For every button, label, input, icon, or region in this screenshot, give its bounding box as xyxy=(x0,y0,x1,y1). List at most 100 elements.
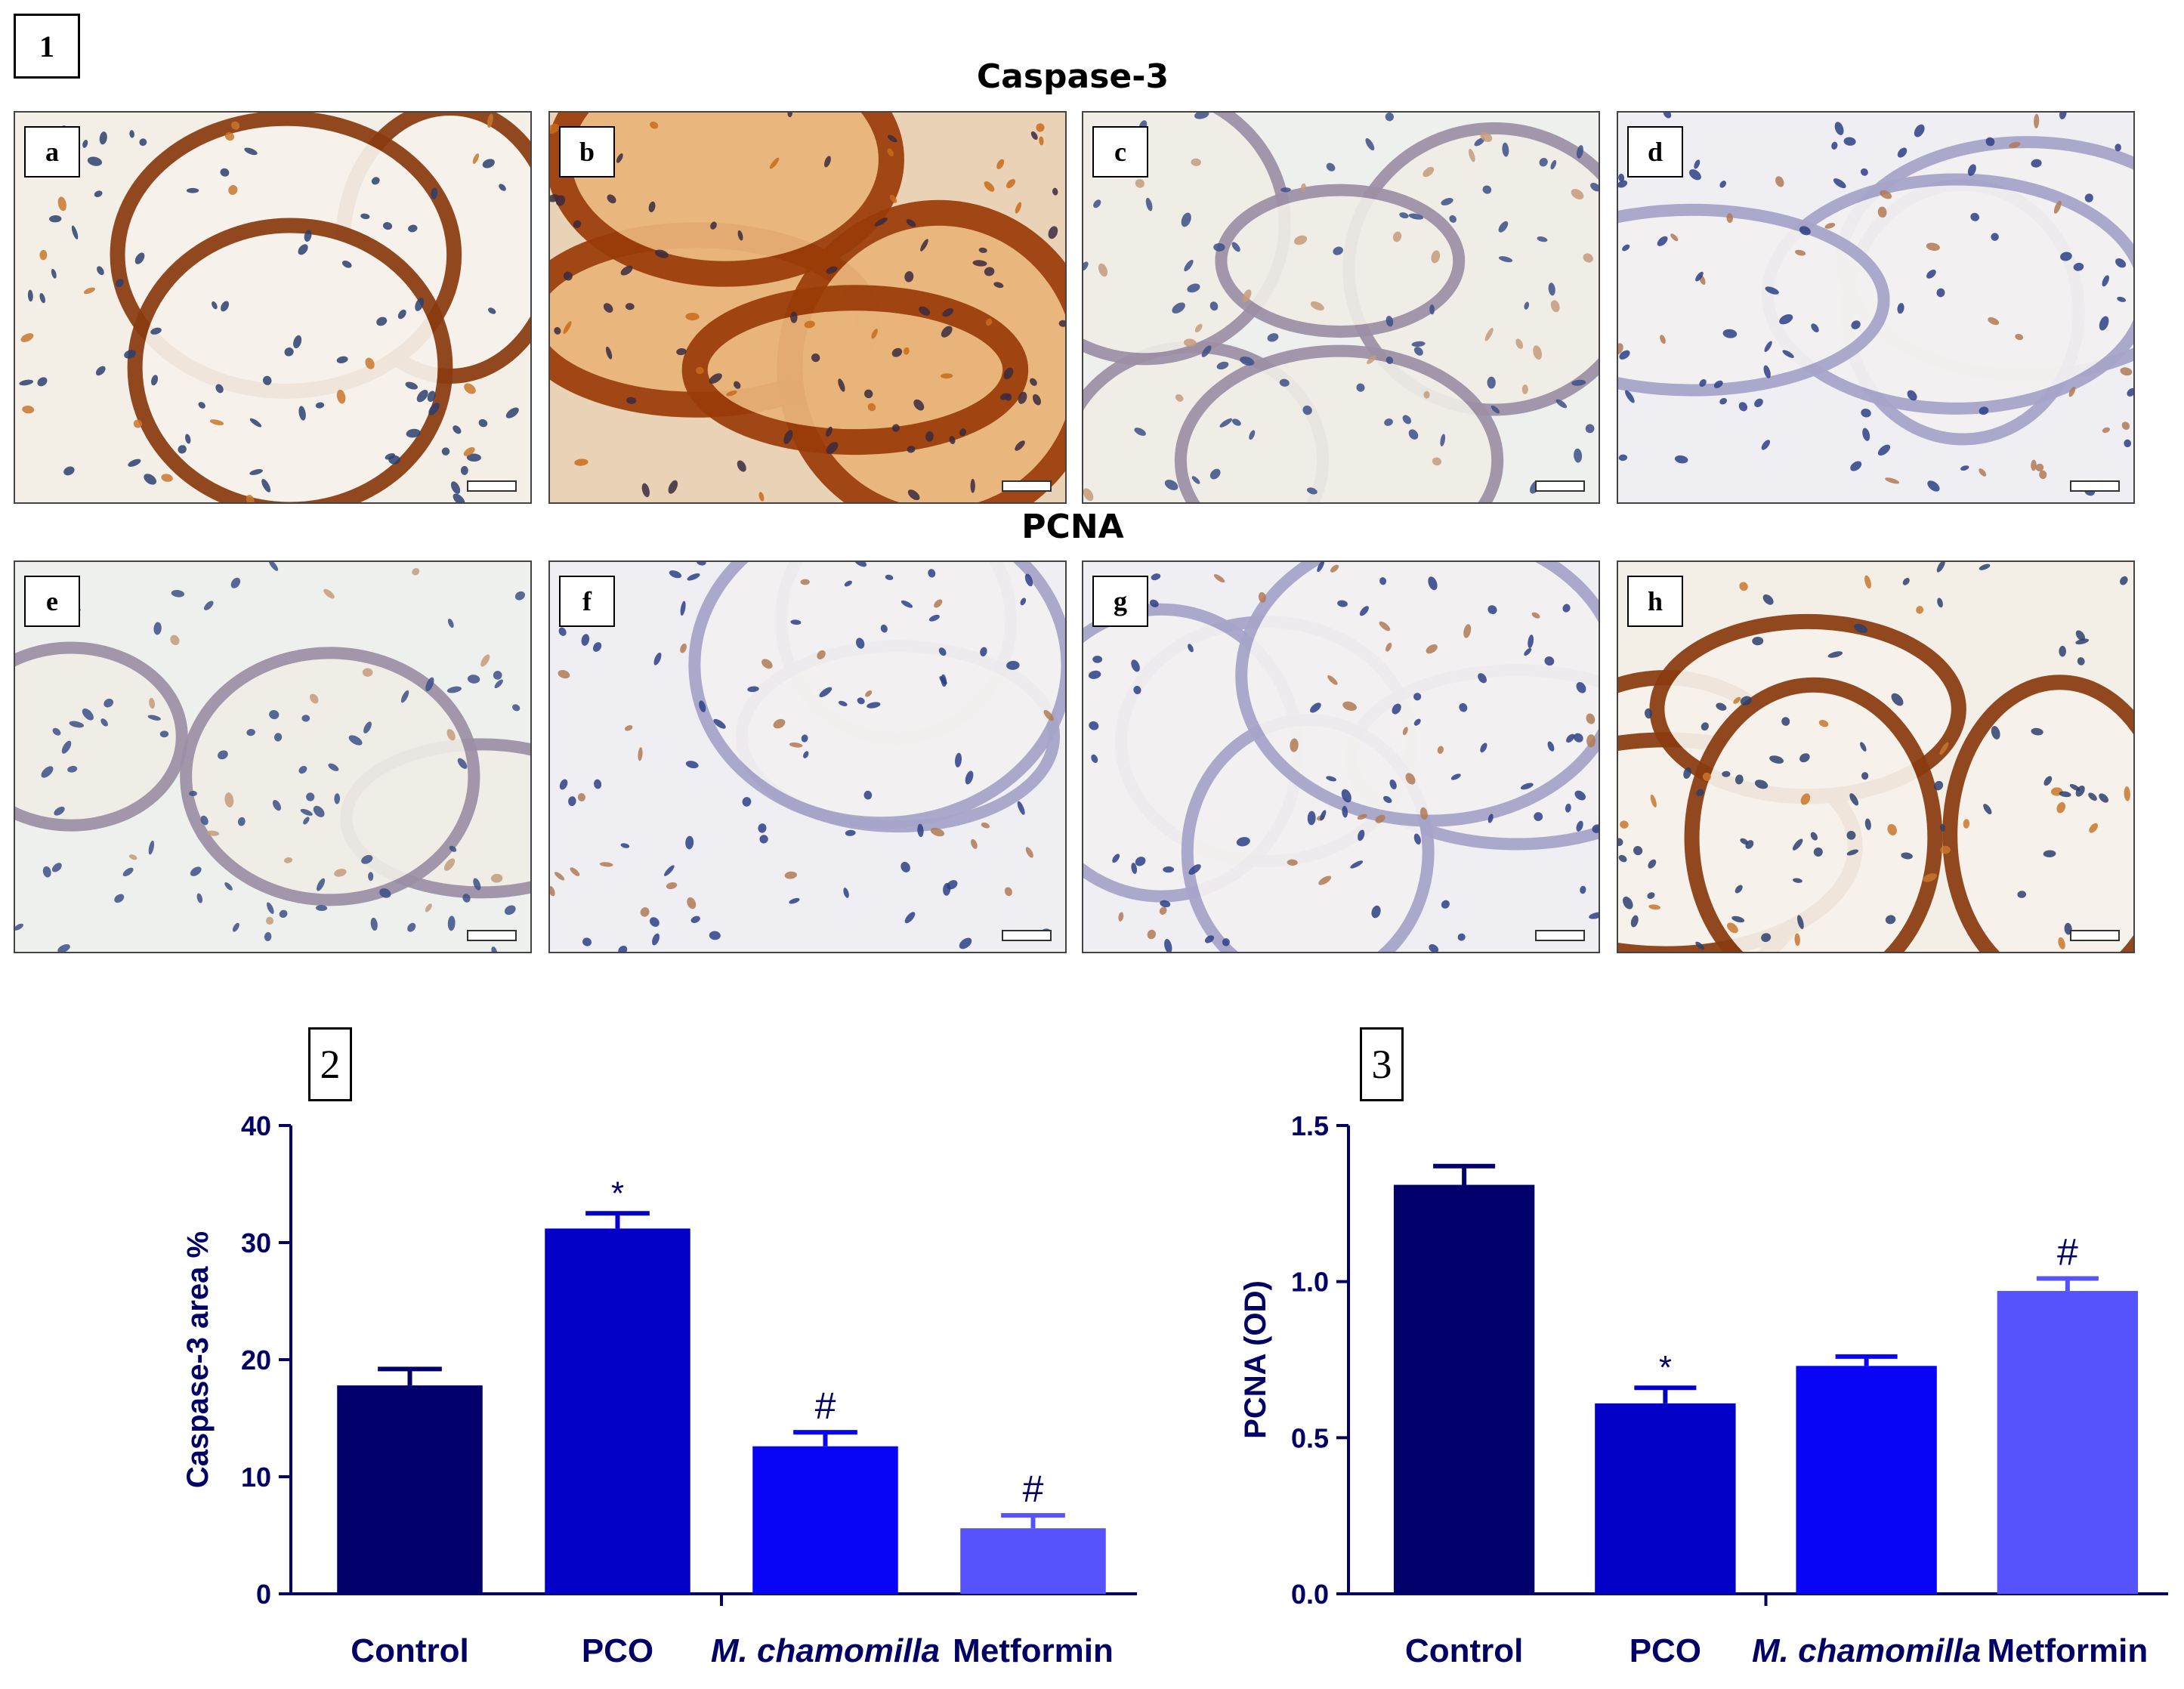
cell-nucleus xyxy=(69,721,85,728)
cell-nucleus xyxy=(993,282,1004,289)
cell-nucleus xyxy=(348,735,363,746)
follicle xyxy=(1174,344,1504,502)
y-tick-label: 0.0 xyxy=(1291,1579,1329,1610)
cell-nucleus xyxy=(558,669,570,679)
cell-nucleus xyxy=(1131,659,1140,672)
cell-nucleus xyxy=(51,863,62,872)
cell-nucleus xyxy=(196,893,203,903)
cell-nucleus xyxy=(620,265,633,276)
cell-nucleus xyxy=(365,357,375,369)
cell-nucleus xyxy=(555,195,566,206)
cell-nucleus xyxy=(844,580,852,587)
cell-nucleus xyxy=(1660,335,1666,344)
cell-nucleus xyxy=(1735,885,1743,894)
cell-nucleus xyxy=(650,121,659,129)
cell-nucleus xyxy=(1164,939,1172,952)
cell-nucleus xyxy=(1194,113,1209,119)
cell-nucleus xyxy=(737,460,746,472)
cell-nucleus xyxy=(416,389,428,403)
cell-nucleus xyxy=(122,867,134,877)
cell-nucleus xyxy=(1408,429,1419,440)
cell-nucleus xyxy=(1209,468,1221,480)
cell-nucleus xyxy=(668,480,678,494)
cell-nucleus xyxy=(1752,637,1764,646)
cell-nucleus xyxy=(1831,141,1838,150)
cell-nucleus xyxy=(1793,878,1802,883)
cell-nucleus xyxy=(824,156,831,168)
cell-nucleus xyxy=(231,121,240,130)
cell-nucleus xyxy=(669,570,682,579)
cell-nucleus xyxy=(443,858,456,871)
tissue-image xyxy=(15,562,530,952)
pcna-bar-chart: 0.0 0.5 1.0 1.5 PCNA (OD) Control * PCO M. chamo… xyxy=(1239,1110,2168,1669)
cell-nucleus xyxy=(558,627,567,636)
cell-nucleus xyxy=(360,213,370,220)
cell-nucleus xyxy=(42,866,51,878)
cell-nucleus xyxy=(1490,405,1500,414)
cell-nucleus xyxy=(1818,719,1829,727)
cell-nucleus xyxy=(1769,755,1784,764)
cell-nucleus xyxy=(446,686,462,693)
cell-nucleus xyxy=(336,356,348,363)
cell-nucleus xyxy=(491,946,498,952)
cell-nucleus xyxy=(1576,820,1583,832)
cell-nucleus xyxy=(1145,197,1153,212)
cell-nucleus xyxy=(1571,379,1586,386)
cell-nucleus xyxy=(232,922,239,932)
follicle xyxy=(1942,675,2133,952)
cell-nucleus xyxy=(1172,302,1185,313)
cell-nucleus xyxy=(1463,624,1472,638)
cell-nucleus xyxy=(425,903,432,912)
cell-nucleus xyxy=(161,474,173,482)
cell-nucleus xyxy=(1902,578,1910,585)
cell-nucleus xyxy=(466,453,481,462)
cell-nucleus xyxy=(1310,702,1321,713)
cell-nucleus xyxy=(450,481,461,494)
cell-nucleus xyxy=(323,588,335,599)
cell-nucleus xyxy=(446,729,456,741)
cell-nucleus xyxy=(758,492,765,502)
cell-nucleus xyxy=(1383,795,1392,804)
cell-nucleus xyxy=(1437,746,1444,754)
cell-nucleus xyxy=(1219,418,1233,428)
pcna-section-title: PCNA xyxy=(1021,508,1124,546)
cell-nucleus xyxy=(1897,303,1904,314)
tissue-image xyxy=(550,562,1065,952)
panel-letter: g xyxy=(1092,576,1148,627)
cell-nucleus xyxy=(570,867,580,876)
cell-nucleus xyxy=(1775,176,1784,187)
cell-nucleus xyxy=(1576,145,1583,159)
bar xyxy=(545,1228,690,1594)
cell-nucleus xyxy=(1359,606,1369,616)
cell-nucleus xyxy=(618,946,628,952)
cell-nucleus xyxy=(1696,789,1704,797)
cell-nucleus xyxy=(1731,916,1745,923)
cell-nucleus xyxy=(1423,391,1430,399)
cell-nucleus xyxy=(696,562,706,566)
cell-nucleus xyxy=(1147,929,1156,940)
y-tick-label: 0.5 xyxy=(1291,1422,1329,1453)
cell-nucleus xyxy=(866,702,881,709)
figure-label: 1 xyxy=(14,14,80,79)
cell-nucleus xyxy=(2068,387,2076,397)
cell-nucleus xyxy=(57,196,66,212)
cell-nucleus xyxy=(261,479,271,492)
cell-nucleus xyxy=(336,389,346,404)
cell-nucleus xyxy=(171,590,185,597)
cell-nucleus xyxy=(1449,215,1457,223)
cell-nucleus xyxy=(773,718,786,729)
cell-nucleus xyxy=(887,148,894,157)
cell-nucleus xyxy=(696,366,704,375)
cell-nucleus xyxy=(666,882,678,890)
cell-nucleus xyxy=(1967,164,1976,176)
cell-nucleus xyxy=(1317,562,1325,573)
cell-nucleus xyxy=(514,591,525,601)
cell-nucleus xyxy=(52,727,61,736)
cell-nucleus xyxy=(2117,296,2127,302)
cell-nucleus xyxy=(1151,573,1161,581)
cell-nucleus xyxy=(1618,173,1625,182)
cell-nucleus xyxy=(1571,189,1584,199)
cell-nucleus xyxy=(787,113,792,118)
cell-nucleus xyxy=(605,346,613,360)
cell-nucleus xyxy=(1431,250,1441,264)
